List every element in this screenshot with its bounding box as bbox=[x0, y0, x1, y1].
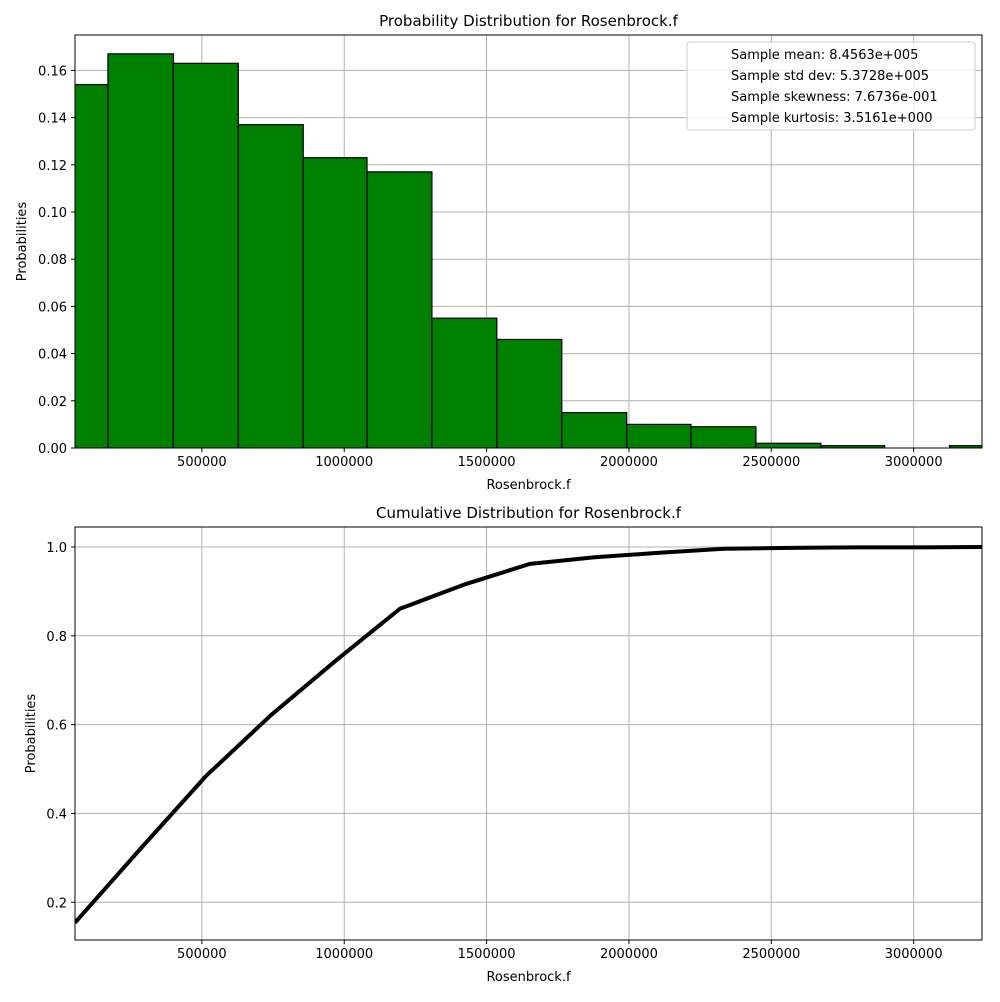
x-tick-label: 2500000 bbox=[742, 455, 800, 470]
histogram-bar bbox=[366, 171, 433, 448]
legend-entry: Sample std dev: 5.3728e+005 bbox=[731, 69, 929, 84]
histogram-bar bbox=[172, 62, 239, 448]
histogram-plot: 500000 1000000 1500000 2000000 2500000 300000… bbox=[15, 12, 983, 493]
x-tick-label: 2000000 bbox=[600, 455, 658, 470]
cdf-line bbox=[75, 545, 982, 925]
y-tick-label: 0.02 bbox=[38, 395, 67, 410]
y-tick-label: 0.12 bbox=[38, 159, 67, 174]
probability-distribution-chart: 500000 1000000 1500000 2000000 2500000 300000… bbox=[0, 0, 1000, 498]
y-tick-label: 1.0 bbox=[46, 541, 67, 556]
x-tick-label: 3000000 bbox=[885, 455, 943, 470]
grid-lines bbox=[75, 527, 982, 940]
histogram-bar bbox=[237, 124, 304, 448]
x-tick-label: 3000000 bbox=[885, 947, 943, 962]
y-tick-label: 0.6 bbox=[46, 719, 67, 734]
y-tick-label: 0.8 bbox=[46, 630, 67, 645]
histogram-bar bbox=[431, 317, 498, 448]
x-tick-label: 500000 bbox=[177, 947, 227, 962]
y-tick-label: 0.14 bbox=[38, 112, 67, 127]
cdf-plot: 500000 1000000 1500000 2000000 2500000 300000… bbox=[24, 504, 983, 985]
histogram-bar bbox=[107, 53, 174, 448]
y-tick-label: 0.08 bbox=[38, 253, 67, 268]
y-tick-label: 0.4 bbox=[46, 807, 67, 822]
plot-frame bbox=[74, 34, 983, 449]
y-axis-label: Probabilities bbox=[15, 202, 30, 282]
chart-title: Cumulative Distribution for Rosenbrock.f bbox=[376, 504, 682, 522]
y-axis: 0.00 0.02 0.04 0.06 0.08 0.10 0.12 0.14 0.16 bbox=[38, 64, 75, 457]
x-tick-label: 500000 bbox=[177, 455, 227, 470]
y-tick-label: 0.16 bbox=[38, 64, 67, 79]
histogram-bar bbox=[626, 423, 692, 448]
y-tick-label: 0.00 bbox=[38, 442, 67, 457]
legend-box bbox=[686, 41, 976, 131]
chart-title: Probability Distribution for Rosenbrock.… bbox=[379, 12, 678, 30]
y-tick-label: 0.06 bbox=[38, 300, 67, 315]
histogram-bars bbox=[75, 53, 982, 448]
histogram-bar bbox=[302, 157, 368, 448]
histogram-bar bbox=[690, 426, 757, 448]
x-axis: 500000 1000000 1500000 2000000 2500000 300000… bbox=[177, 448, 943, 470]
x-tick-label: 1500000 bbox=[458, 947, 516, 962]
x-axis-label: Rosenbrock.f bbox=[486, 478, 570, 493]
y-tick-label: 0.2 bbox=[46, 896, 67, 911]
x-tick-label: 1500000 bbox=[458, 455, 516, 470]
y-tick-label: 0.10 bbox=[38, 206, 67, 221]
histogram-bar bbox=[496, 338, 563, 448]
cumulative-distribution-chart: 500000 1000000 1500000 2000000 2500000 300000… bbox=[0, 498, 1000, 998]
histogram-bar bbox=[561, 412, 628, 448]
histogram-bar bbox=[755, 442, 822, 448]
x-axis: 500000 1000000 1500000 2000000 2500000 300000… bbox=[177, 940, 943, 962]
x-tick-label: 2000000 bbox=[600, 947, 658, 962]
y-axis: 0.2 0.4 0.6 0.8 1.0 bbox=[46, 541, 75, 911]
legend-entry: Sample mean: 8.4563e+005 bbox=[731, 48, 918, 63]
x-axis-label: Rosenbrock.f bbox=[486, 970, 570, 985]
y-axis-label: Probabilities bbox=[24, 694, 39, 774]
y-tick-label: 0.04 bbox=[38, 348, 67, 363]
x-tick-label: 2500000 bbox=[742, 947, 800, 962]
x-tick-label: 1000000 bbox=[315, 455, 373, 470]
histogram-bar bbox=[820, 445, 886, 448]
legend-entry: Sample skewness: 7.6736e-001 bbox=[731, 90, 938, 105]
x-tick-label: 1000000 bbox=[315, 947, 373, 962]
stats-legend: Sample mean: 8.4563e+005 Sample std dev: … bbox=[686, 41, 976, 131]
legend-entry: Sample kurtosis: 3.5161e+000 bbox=[731, 111, 933, 126]
plot-frame bbox=[74, 526, 983, 941]
